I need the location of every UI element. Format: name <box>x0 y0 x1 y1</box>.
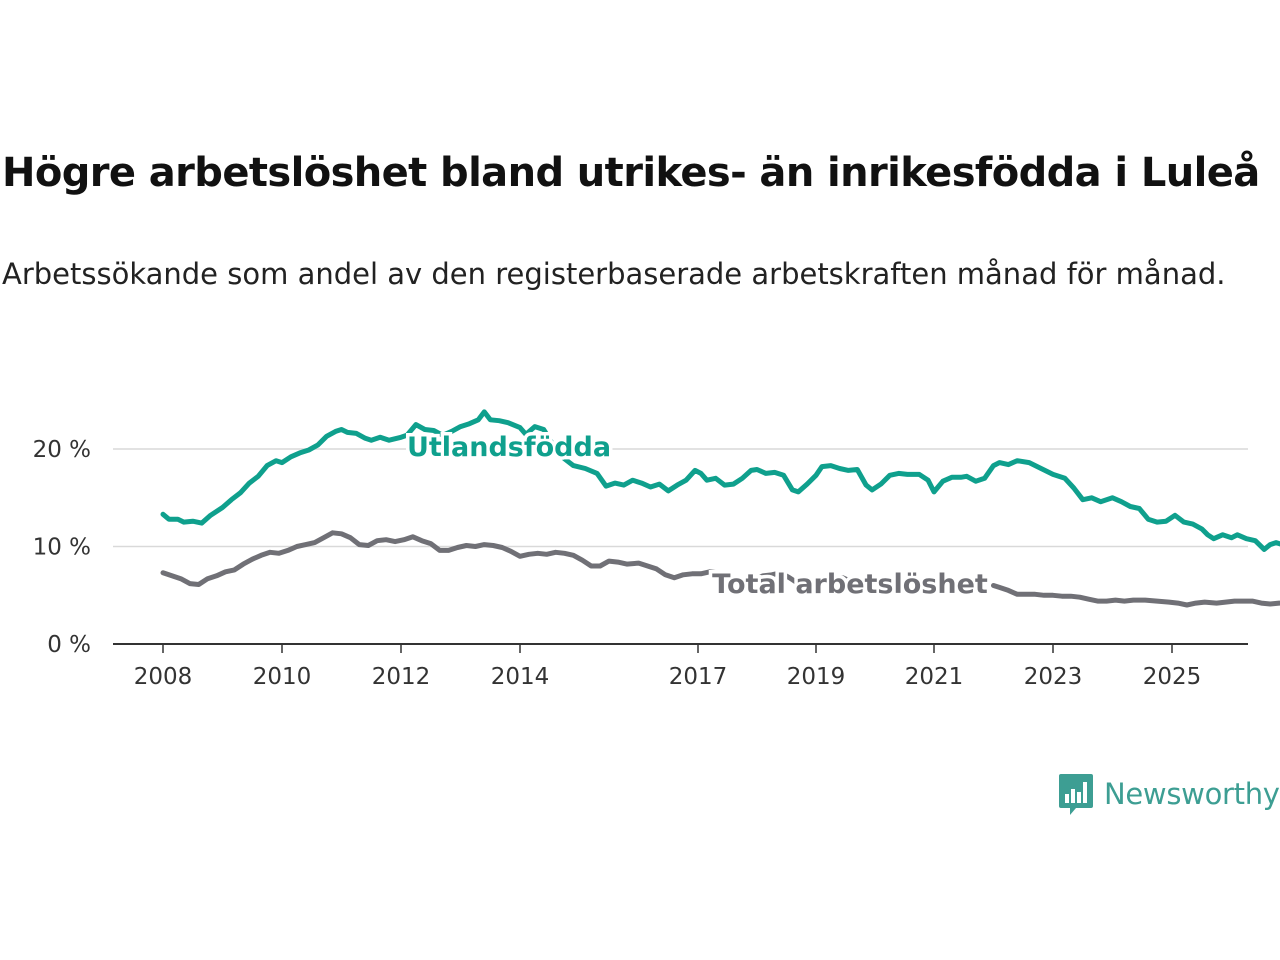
chart-subtitle: Arbetssökande som andel av den registerb… <box>2 257 1226 291</box>
chart-title: Högre arbetslöshet bland utrikes- än inr… <box>2 150 1260 196</box>
x-tick-label-2012: 2012 <box>372 664 431 690</box>
series-line-total <box>160 530 1280 608</box>
x-tick-label-2019: 2019 <box>787 664 846 690</box>
newsworthy-icon <box>1059 774 1093 815</box>
x-tick-label-2017: 2017 <box>669 664 728 690</box>
axes: 0 % 10 % 20 % 2008 2010 2012 2014 2017 2019 2021 2… <box>33 437 1248 690</box>
line-chart: 0 % 10 % 20 % 2008 2010 2012 2014 2017 2019 2021 2… <box>33 409 1280 690</box>
x-tick-label-2023: 2023 <box>1024 664 1083 690</box>
y-tick-label-20: 20 % <box>33 437 91 463</box>
x-tick-label-2014: 2014 <box>491 664 550 690</box>
series-group <box>160 409 1280 608</box>
series-label-total: Total arbetslöshet <box>712 569 988 600</box>
x-tick-label-2025: 2025 <box>1143 664 1202 690</box>
series-line-utlandsfodda <box>160 409 1280 552</box>
y-tick-label-10: 10 % <box>33 535 91 561</box>
brand-name: Newsworthy <box>1104 777 1280 811</box>
newsworthy-logo: Newsworthy <box>1058 772 1280 816</box>
series-label-utlandsfodda: Utlandsfödda <box>407 432 611 463</box>
x-tick-label-2021: 2021 <box>905 664 964 690</box>
x-tick-label-2010: 2010 <box>253 664 312 690</box>
x-tick-label-2008: 2008 <box>134 664 193 690</box>
y-tick-label-0: 0 % <box>47 632 91 658</box>
